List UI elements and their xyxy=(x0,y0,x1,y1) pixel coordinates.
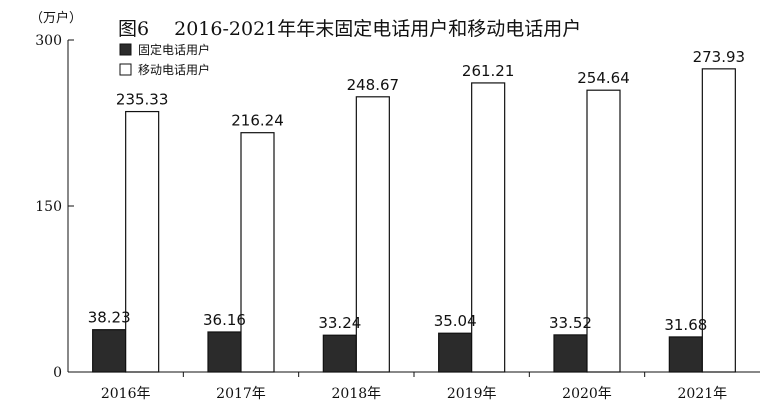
x-tick-label-3: 2019年 xyxy=(447,386,497,402)
bar-fixed-line-3 xyxy=(438,332,473,373)
bar-fixed-line-4 xyxy=(553,334,588,373)
bar-mobile-1 xyxy=(240,132,275,373)
y-tick-label: 0 xyxy=(53,365,62,381)
bar-mobile-0 xyxy=(125,110,160,373)
data-label-fixed-line-2: 33.24 xyxy=(318,314,361,332)
legend: 固定电话用户 移动电话用户 xyxy=(119,42,210,77)
x-tick-label-1: 2017年 xyxy=(216,386,266,402)
data-label-fixed-line-4: 33.52 xyxy=(549,314,592,332)
bar-mobile-3 xyxy=(471,82,506,373)
x-tick-label-5: 2021年 xyxy=(678,386,728,402)
data-label-fixed-line-5: 31.68 xyxy=(664,316,707,334)
y-tick-label: 300 xyxy=(35,33,62,49)
x-tick-label-2: 2018年 xyxy=(332,386,382,402)
y-tick-labels: 0 150 300 xyxy=(35,33,62,381)
bar-fixed-line-2 xyxy=(322,334,357,373)
data-label-mobile-4: 254.64 xyxy=(577,69,630,87)
data-label-mobile-0: 235.33 xyxy=(116,91,169,109)
bar-fixed-line-5 xyxy=(668,336,703,373)
y-tick-label: 150 xyxy=(35,199,62,215)
bars xyxy=(92,68,736,373)
data-label-fixed-line-3: 35.04 xyxy=(434,312,477,330)
legend-swatch-mobile xyxy=(119,63,132,76)
data-label-mobile-1: 216.24 xyxy=(231,112,284,130)
x-tick-labels: 2016年 2017年 2018年 2019年 2020年 2021年 xyxy=(101,386,727,402)
bar-fixed-line-0 xyxy=(92,329,127,373)
bar-mobile-4 xyxy=(586,89,621,373)
x-tick-label-4: 2020年 xyxy=(562,386,612,402)
data-label-fixed-line-1: 36.16 xyxy=(203,311,246,329)
y-unit-label: （万户） xyxy=(30,10,82,26)
legend-swatch-fixed-line xyxy=(119,43,132,56)
data-label-mobile-3: 261.21 xyxy=(462,62,515,80)
chart-title: 图6 2016-2021年年末固定电话用户和移动电话用户 xyxy=(118,18,581,40)
bar-mobile-5 xyxy=(701,68,736,373)
bar-fixed-line-1 xyxy=(207,331,242,373)
legend-label-mobile: 移动电话用户 xyxy=(138,62,210,77)
legend-label-fixed-line: 固定电话用户 xyxy=(138,42,210,57)
data-labels: 38.23 235.33 36.16 216.24 33.24 248.67 35.04 26… xyxy=(88,48,745,334)
data-label-mobile-2: 248.67 xyxy=(347,76,400,94)
bar-mobile-2 xyxy=(355,96,390,373)
data-label-mobile-5: 273.93 xyxy=(693,48,746,66)
axes xyxy=(67,39,760,377)
x-tick-label-0: 2016年 xyxy=(101,386,151,402)
data-label-fixed-line-0: 38.23 xyxy=(88,309,131,327)
